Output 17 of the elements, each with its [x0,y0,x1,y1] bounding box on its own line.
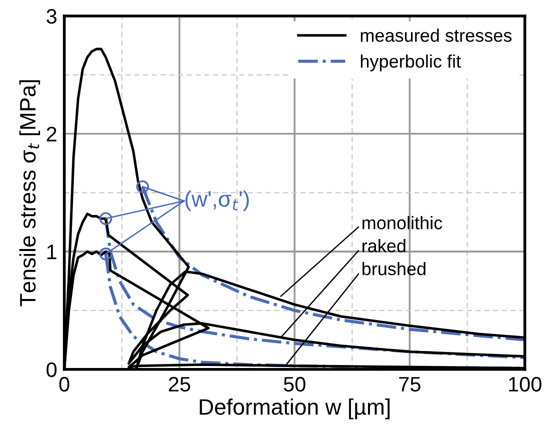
x-tick-label: 100 [509,376,542,392]
x-axis-title: Deformation w [µm] [200,398,390,420]
annotation: (w',σ$_{t}$') [185,190,249,212]
x-tick-label: 50 [284,376,306,392]
annotation: monolithic [362,216,442,230]
y-axis-title: Tensile stress σ$_{t}$ [MPa] [19,80,40,306]
x-tick-label: 0 [59,376,70,392]
annotation: brushed [362,262,426,276]
y-tick-label: 2 [46,126,56,142]
y-tick-label: 1 [47,244,56,260]
y-tick-label: 0 [46,362,57,378]
legend-label: hyperbolic fit [360,54,461,72]
legend-label: measured stresses [360,28,512,42]
y-tick-label: 3 [46,8,56,24]
annotation: raked [362,239,406,252]
x-tick-label: 25 [168,376,190,392]
x-tick-label: 75 [399,377,420,392]
